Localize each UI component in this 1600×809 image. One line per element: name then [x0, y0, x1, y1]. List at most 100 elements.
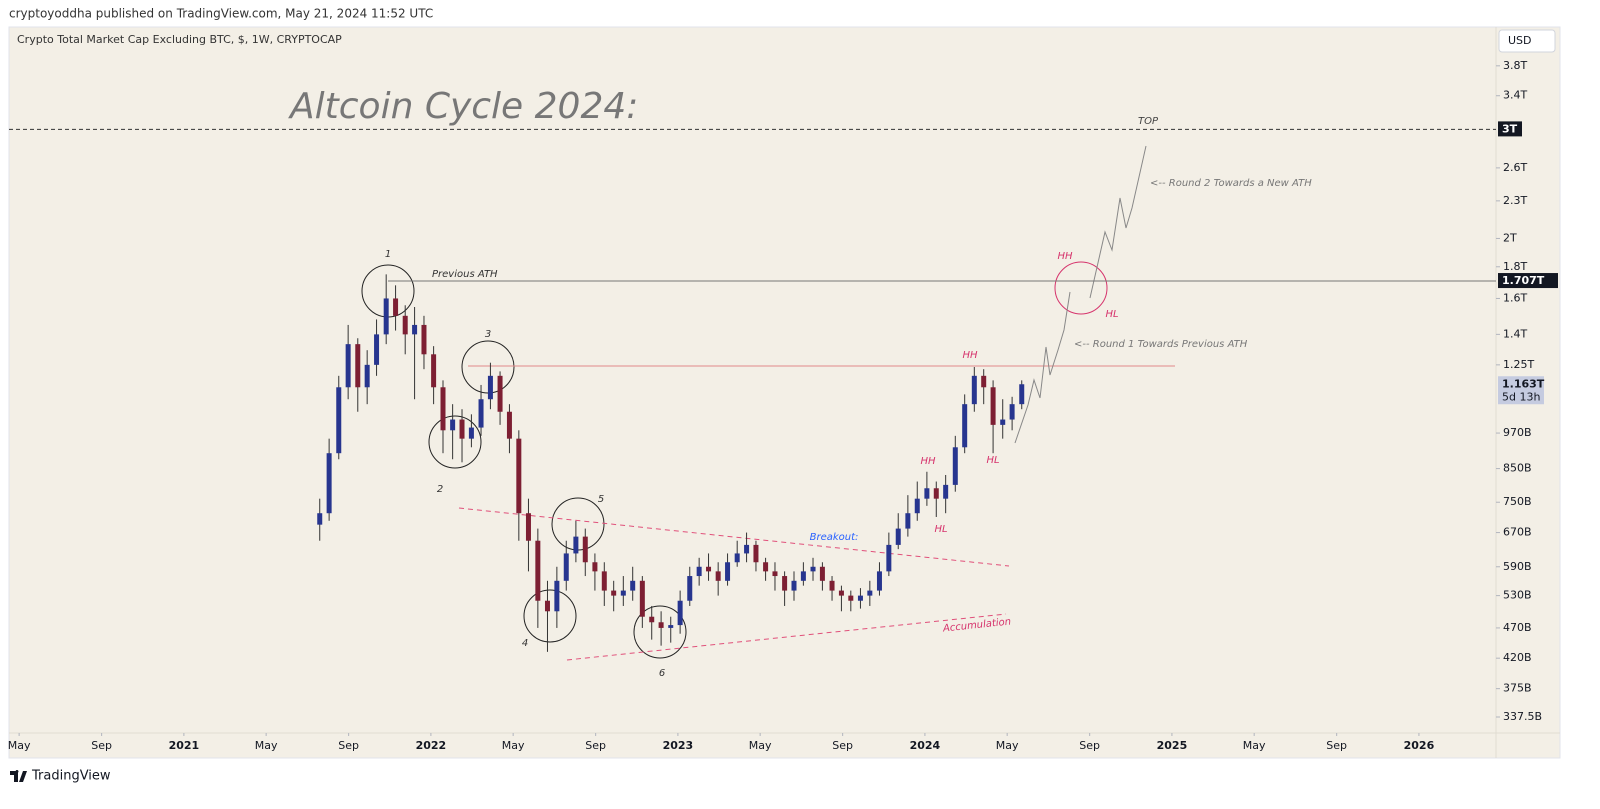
candle-body [1019, 384, 1025, 405]
circle [633, 605, 687, 659]
candle-body [744, 544, 750, 554]
candle-body [753, 544, 759, 563]
x-tick-label: Sep [1079, 739, 1100, 752]
candle-body [658, 622, 664, 628]
projection [1014, 291, 1071, 444]
candle-body [905, 513, 911, 529]
trend-line [458, 507, 1010, 567]
candle-body [336, 387, 342, 454]
candle-body [800, 571, 806, 581]
annotation: <-- Round 1 Towards Previous ATH [1074, 339, 1248, 350]
candle-body [487, 375, 493, 400]
candle-body [886, 544, 892, 572]
currency-box[interactable] [1498, 29, 1556, 53]
candle-body [725, 562, 731, 581]
candle-body [914, 498, 920, 514]
price-label: 1.707T [1502, 274, 1545, 287]
x-tick-label: 2023 [663, 739, 694, 752]
y-tick-label: 2.3T [1503, 194, 1527, 207]
candle-body [506, 411, 512, 439]
price-label: 3T [1502, 122, 1518, 135]
x-tick-label: 2026 [1404, 739, 1435, 752]
candle-body [715, 571, 721, 581]
annotation: HH [1057, 251, 1073, 262]
chart-panel [8, 26, 1561, 759]
candle-body [895, 528, 901, 545]
x-tick-label: May [1243, 739, 1266, 752]
candle-body [649, 616, 655, 623]
candle-body [981, 375, 987, 388]
x-tick-label: 2024 [910, 739, 941, 752]
candle-body [876, 571, 882, 591]
logo [10, 770, 27, 782]
candle-body [326, 453, 332, 514]
candle-body [706, 566, 712, 572]
candle-body [468, 427, 474, 439]
y-tick-label: 750B [1503, 495, 1532, 508]
y-tick-label: 1.8T [1503, 260, 1527, 273]
candle-body [497, 375, 503, 412]
circle [1054, 261, 1108, 315]
price-label-box [1498, 273, 1558, 289]
price-label-box [1498, 121, 1522, 137]
y-tick-label: 1.25T [1503, 358, 1534, 371]
candle-body [345, 344, 351, 388]
candle-body [364, 364, 370, 388]
candle-body [611, 590, 617, 596]
candle-body [1009, 404, 1015, 420]
circle [523, 589, 577, 643]
candle-body [620, 590, 626, 596]
y-tick-label: 590B [1503, 560, 1532, 573]
candle-body [838, 590, 844, 596]
candle-body [601, 571, 607, 591]
candle-body [677, 600, 683, 626]
candle-body [516, 438, 522, 514]
candles [317, 274, 1025, 652]
symbol: Crypto Total Market Cap Excluding BTC, $… [17, 33, 342, 46]
countdown: 5d 13h [1502, 390, 1540, 403]
y-tick-label: 3.4T [1503, 89, 1527, 102]
annotation: 1 [385, 249, 391, 260]
candle-body [933, 488, 939, 499]
candle-body [819, 566, 825, 581]
candle-body [668, 625, 674, 628]
y-tick-label: 2.6T [1503, 161, 1527, 174]
candle-body [431, 354, 437, 388]
x-tick-label: Sep [338, 739, 359, 752]
drawings [361, 145, 1175, 661]
annotation: TOP [1138, 116, 1159, 127]
annotation: 6 [659, 668, 665, 679]
candle-body [848, 595, 854, 601]
annotation: HL [1105, 309, 1118, 320]
candle-body [782, 576, 788, 591]
candle-body [943, 484, 949, 499]
y-tick-label: 530B [1503, 589, 1532, 602]
candle-body [573, 536, 579, 554]
y-tick-label: 850B [1503, 462, 1532, 475]
y-tick-label: 3.8T [1503, 59, 1527, 72]
candle-body [544, 600, 550, 612]
y-tick-label: 420B [1503, 651, 1532, 664]
x-tick-label: Sep [91, 739, 112, 752]
candle-body [592, 562, 598, 572]
x-tick-label: 2025 [1157, 739, 1188, 752]
y-tick-label: 375B [1503, 682, 1532, 695]
trend-line [566, 613, 1007, 661]
x-tick-label: May [8, 739, 31, 752]
annotation: 2 [437, 484, 443, 495]
x-tick-label: Sep [832, 739, 853, 752]
currency: USD [1508, 34, 1532, 47]
candle-body [440, 387, 446, 431]
y-tick-label: 670B [1503, 526, 1532, 539]
candle-body [639, 580, 645, 617]
candle-body [696, 566, 702, 577]
candle-body [421, 324, 427, 355]
price-label-box [1498, 376, 1544, 405]
candle-body [317, 513, 323, 525]
annotation: Altcoin Cycle 2024: [288, 86, 638, 127]
annotation: 4 [522, 638, 528, 649]
candle-body [554, 580, 560, 612]
candle-body [971, 375, 977, 405]
